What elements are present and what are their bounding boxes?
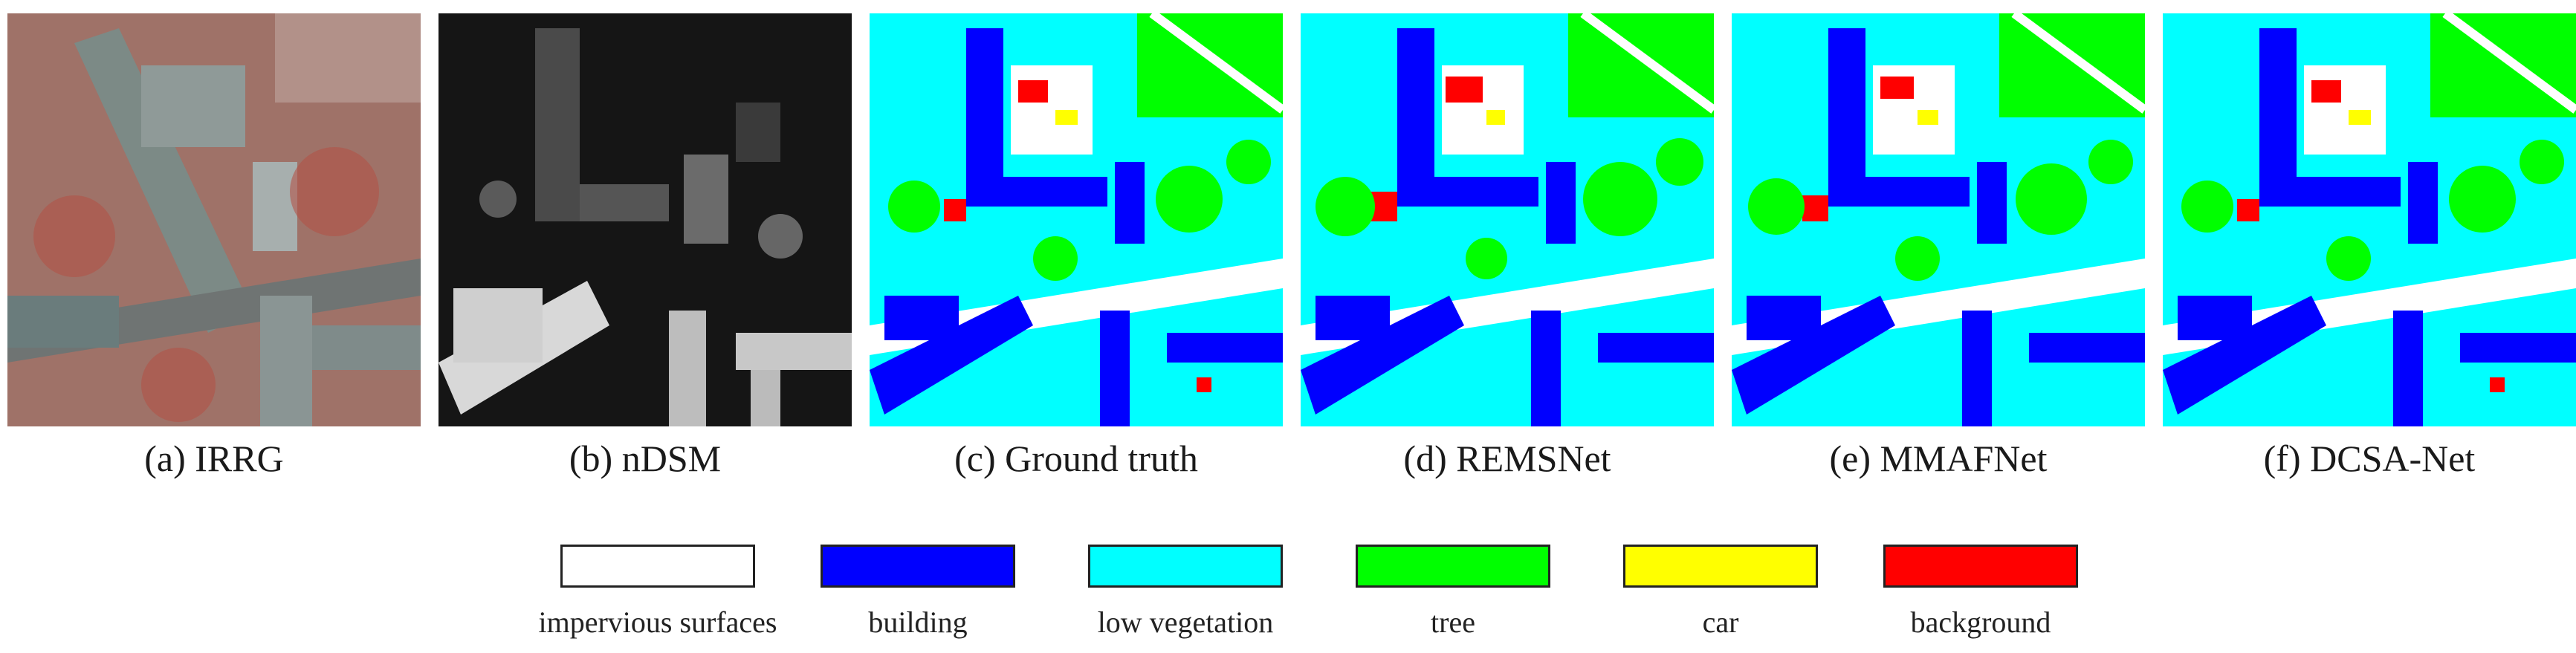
- remsnet-map: [1301, 13, 1714, 426]
- caption-c: (c) Ground truth: [954, 438, 1198, 479]
- caption-d: (d) REMSNet: [1403, 438, 1611, 479]
- dcsa-net-map: [2163, 13, 2576, 426]
- legend-label-background: background: [1910, 605, 2051, 639]
- caption-a: (a) IRRG: [144, 438, 284, 479]
- irrg-image-panel: [7, 13, 421, 426]
- legend-label-car: car: [1702, 605, 1739, 639]
- legend-swatch-impervious-surfaces: [560, 545, 755, 588]
- legend-swatch-car: [1623, 545, 1818, 588]
- remsnet-panel: [1301, 13, 1714, 426]
- legend-label-impervious-surfaces: impervious surfaces: [538, 605, 777, 639]
- ground-truth-map: [870, 13, 1283, 426]
- mmafnet-panel: [1732, 13, 2145, 426]
- legend-label-tree: tree: [1431, 605, 1475, 639]
- legend-swatch-building: [821, 545, 1015, 588]
- ndsm-image-panel: [438, 13, 852, 426]
- caption-b: (b) nDSM: [569, 438, 722, 479]
- legend-label-low-vegetation: low vegetation: [1097, 605, 1274, 639]
- dcsa-net-panel: [2163, 13, 2576, 426]
- legend-swatch-low-vegetation: [1088, 545, 1283, 588]
- ndsm-image: [438, 13, 852, 426]
- legend-swatch-tree: [1356, 545, 1550, 588]
- mmafnet-map: [1732, 13, 2145, 426]
- caption-f: (f) DCSA-Net: [2263, 438, 2476, 479]
- caption-e: (e) MMAFNet: [1829, 438, 2048, 479]
- legend-label-building: building: [868, 605, 968, 639]
- ground-truth-panel: [870, 13, 1283, 426]
- legend-swatch-background: [1883, 545, 2078, 588]
- irrg-image: [7, 13, 421, 426]
